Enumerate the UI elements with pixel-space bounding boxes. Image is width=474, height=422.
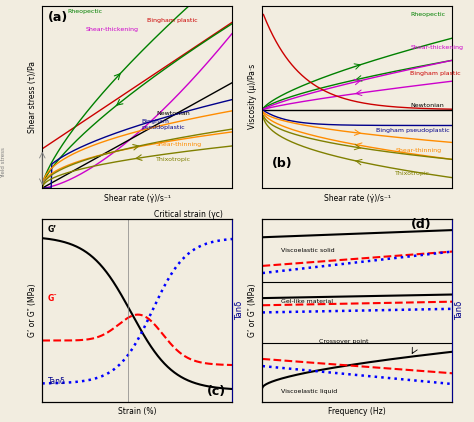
Text: Bingham plastic: Bingham plastic [410,70,461,76]
Text: Viscoelastic liquid: Viscoelastic liquid [282,389,337,394]
Text: (d): (d) [410,219,431,232]
X-axis label: Strain (%): Strain (%) [118,408,156,417]
Text: Tanδ: Tanδ [48,377,65,386]
Text: Rheopectic: Rheopectic [410,12,446,17]
Y-axis label: Tanδ: Tanδ [235,301,244,320]
Y-axis label: Shear stress (τ)/Pa: Shear stress (τ)/Pa [28,61,36,133]
Text: Shear-thickening: Shear-thickening [410,45,464,49]
Text: Shear-thinning: Shear-thinning [395,148,441,153]
Text: Bingham plastic: Bingham plastic [146,19,197,23]
Text: (b): (b) [272,157,292,170]
X-axis label: Shear rate (γ̇)/s⁻¹: Shear rate (γ̇)/s⁻¹ [324,194,391,203]
Text: Shear-thinning: Shear-thinning [156,142,202,147]
Text: (c): (c) [207,384,227,398]
Text: (a): (a) [48,11,68,24]
Text: Crossover point: Crossover point [319,339,369,344]
Text: Shear-thickening: Shear-thickening [86,27,139,32]
Y-axis label: G’ or G″ (MPa): G’ or G″ (MPa) [28,284,36,338]
Text: Yield stress: Yield stress [0,147,6,178]
Y-axis label: Tanδ: Tanδ [455,301,464,320]
Text: Gel-like material: Gel-like material [282,299,333,304]
Text: Critical strain (γᴄ): Critical strain (γᴄ) [154,210,222,219]
Text: Bingham
pseudoplastic: Bingham pseudoplastic [141,119,184,130]
Text: Newtonian: Newtonian [156,111,190,116]
Text: Bingham pseudoplastic: Bingham pseudoplastic [376,128,450,133]
Text: G″: G″ [48,295,58,303]
Text: Thixotropic: Thixotropic [395,171,430,176]
Text: Newtonian: Newtonian [410,103,444,108]
Y-axis label: G’ or G″ (MPa): G’ or G″ (MPa) [248,284,257,338]
Text: Thixotropic: Thixotropic [156,157,191,162]
Text: Rheopectic: Rheopectic [67,8,102,14]
X-axis label: Shear rate (γ̇)/s⁻¹: Shear rate (γ̇)/s⁻¹ [104,194,171,203]
X-axis label: Frequency (Hz): Frequency (Hz) [328,408,386,417]
Text: G’: G’ [48,225,57,234]
Y-axis label: Viscosity (μ)/Pa·s: Viscosity (μ)/Pa·s [248,64,257,130]
Text: Viscoelastic solid: Viscoelastic solid [282,248,335,253]
